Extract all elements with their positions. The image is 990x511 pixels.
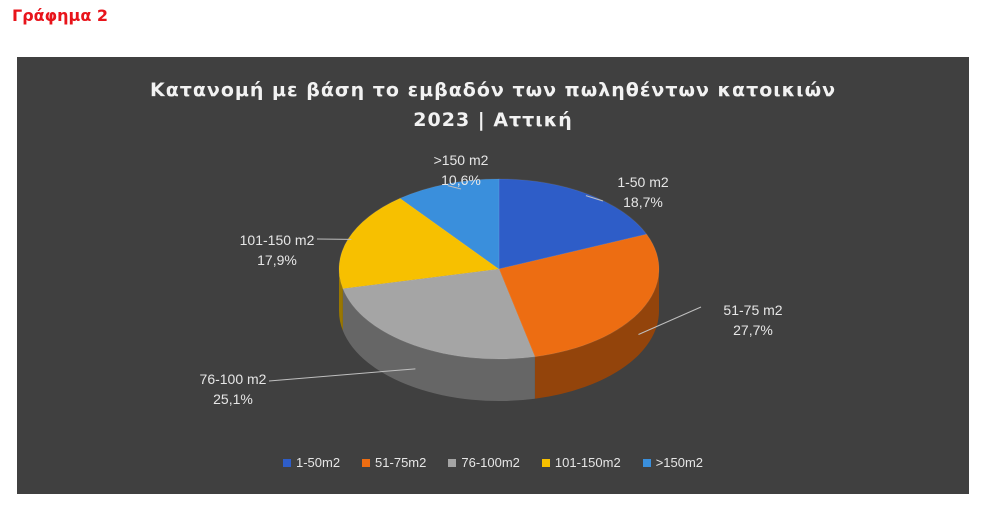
legend-item: 76-100m2	[448, 455, 520, 470]
pie-slice-side-76-100m2	[342, 288, 535, 401]
legend-label: 51-75m2	[375, 455, 427, 470]
chart-title: Κατανομή με βάση το εμβαδόν των πωληθέντ…	[17, 75, 969, 135]
data-label-value: 18,7%	[623, 194, 663, 210]
figure-heading: Γράφημα 2	[12, 6, 109, 25]
legend-item: 101-150m2	[541, 455, 621, 470]
pie-slice-101-150m2	[338, 197, 501, 290]
data-label-category: 76-100 m2	[200, 371, 267, 387]
legend-label: 1-50m2	[295, 455, 341, 470]
pie-slice-76-100m2	[342, 268, 536, 360]
chart-legend: 1-50m2 51-75m2 76-100m2 101-150m2 >150m2	[17, 455, 969, 470]
legend-swatch	[448, 458, 457, 467]
data-label-value: 27,7%	[733, 322, 773, 338]
chart-title-line-2: 2023 | Αττική	[413, 109, 573, 131]
legend-swatch	[282, 458, 291, 467]
leader-line-51-75m2	[638, 306, 702, 335]
chart-title-line-1: Κατανομή με βάση το εμβαδόν των πωληθέντ…	[149, 79, 837, 101]
legend-label: 76-100m2	[461, 455, 520, 470]
data-label-category: 1-50 m2	[617, 174, 669, 190]
legend-swatch	[362, 458, 371, 467]
data-label-category: 101-150 m2	[240, 232, 315, 248]
legend-item: 51-75m2	[362, 455, 426, 470]
chart-panel: Κατανομή με βάση το εμβαδόν των πωληθέντ…	[17, 57, 969, 494]
pie-slice-1-50m2	[498, 178, 648, 270]
data-label-value: 10,6%	[441, 172, 481, 188]
data-label-value: 25,1%	[213, 391, 253, 407]
legend-label: 101-150m2	[554, 455, 621, 470]
data-label-category: >150 m2	[434, 152, 489, 168]
pie-slice->150m2	[399, 178, 500, 270]
pie-slice-side-51-75m2	[534, 269, 659, 399]
legend-item: >150m2	[642, 455, 704, 470]
leader-line-1-50m2	[585, 195, 604, 202]
legend-item: 1-50m2	[282, 455, 341, 470]
legend-swatch	[642, 458, 651, 467]
pie-chart: 1-50 m2 18,7% 51-75 m2 27,7% 76-100 m2 25,1% 1…	[200, 152, 783, 407]
legend-swatch	[541, 458, 550, 467]
legend-label: >150m2	[655, 455, 704, 470]
leader-line-76-100m2	[268, 368, 416, 382]
pie-slice-51-75m2	[498, 233, 660, 358]
leader-line->150m2	[447, 185, 462, 190]
pie-slice-side-101-150m2	[339, 269, 343, 331]
data-label-category: 51-75 m2	[723, 302, 782, 318]
data-label-value: 17,9%	[257, 252, 297, 268]
